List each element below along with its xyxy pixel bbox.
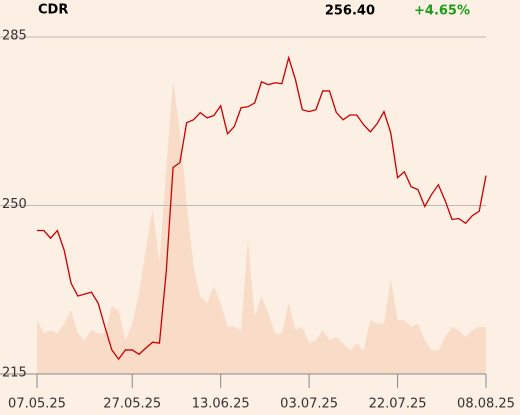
price-line — [37, 55, 487, 361]
x-tick-label: 08.08.25 — [457, 397, 515, 412]
ticker: CDR — [38, 3, 68, 18]
price: 256.40 — [325, 4, 375, 19]
x-tick-label: 22.07.25 — [369, 397, 427, 412]
y-tick-label: 250 — [2, 197, 27, 212]
volume-area — [37, 80, 486, 374]
x-tick-label: 27.05.25 — [103, 397, 161, 412]
x-tick-label: 13.06.25 — [192, 397, 250, 412]
change: +4.65% — [414, 4, 470, 19]
y-tick-label: 285 — [2, 29, 27, 44]
y-tick-label: 215 — [2, 366, 27, 381]
x-tick-label: 03.07.25 — [280, 397, 338, 412]
x-tick-label: 07.05.25 — [8, 397, 66, 412]
